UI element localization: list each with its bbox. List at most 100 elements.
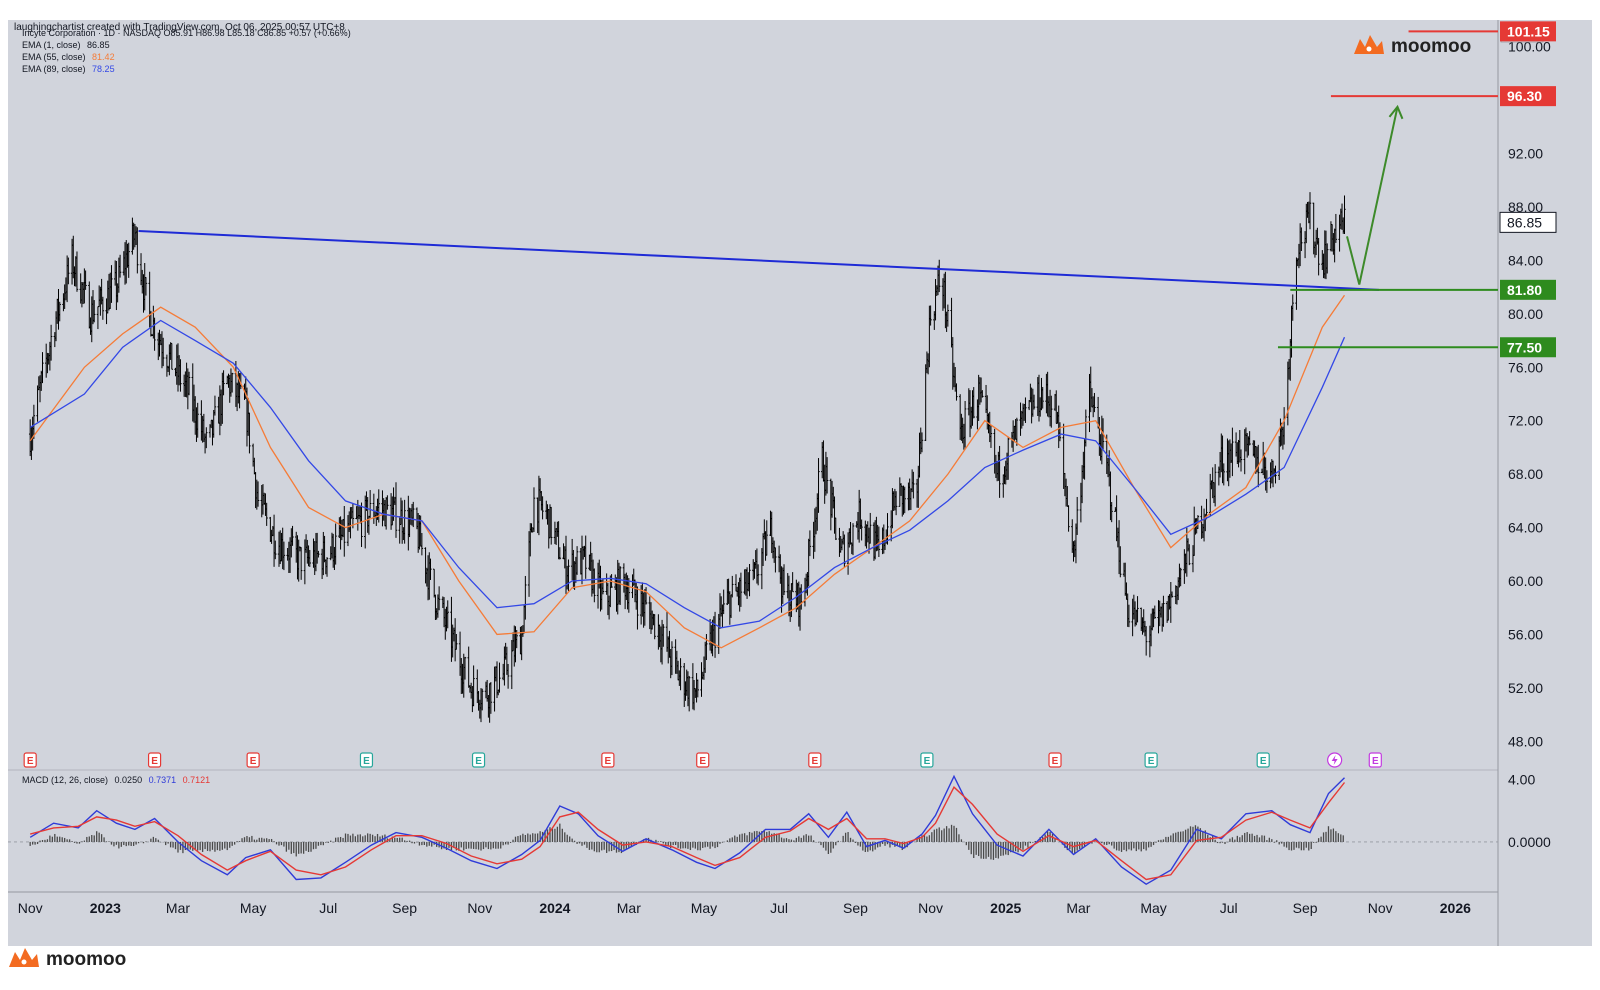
legend-ema55-value: 81.42 — [92, 52, 115, 62]
projection-arrow[interactable] — [1346, 106, 1399, 285]
earnings-marker-letter: E — [1148, 756, 1155, 767]
price-tick-label: 68.00 — [1508, 466, 1543, 482]
legend-ema89: EMA (89, close) 78.25 — [22, 64, 115, 74]
time-tick-label: Nov — [918, 900, 943, 916]
level-tag-77-50 — [1500, 337, 1556, 358]
time-tick-label: Mar — [166, 900, 190, 916]
level-tag-96-30 — [1500, 86, 1556, 107]
time-tick-label: 2026 — [1440, 900, 1471, 916]
legend-ema1-label: EMA (1, close) — [22, 40, 81, 50]
time-tick-label: Mar — [617, 900, 641, 916]
earnings-marker-letter: E — [151, 756, 158, 767]
price-tick-label: 56.00 — [1508, 626, 1543, 642]
legend-ema55: EMA (55, close) 81.42 — [22, 52, 115, 62]
time-tick-label: 2024 — [539, 900, 570, 916]
time-tick-label: Mar — [1066, 900, 1090, 916]
legend-macd-line: 0.7371 — [148, 775, 177, 785]
plot-background — [8, 20, 1592, 946]
level-tag-101-15 — [1500, 21, 1556, 42]
last-price-tag — [1499, 211, 1557, 233]
macd-signal-line — [30, 782, 1346, 881]
chart-frame: 48.00 52.00 56.00 60.00 64.00 68.00 72.00 76.00… — [8, 20, 1592, 946]
price-tick-label: 92.00 — [1508, 146, 1543, 162]
legend-ema55-label: EMA (55, close) — [22, 52, 86, 62]
price-tick-label: 60.00 — [1508, 573, 1543, 589]
level-tag-label: 96.30 — [1507, 88, 1542, 104]
moomoo-logo-icon — [8, 946, 40, 974]
legend-ema1-value: 86.85 — [87, 40, 110, 50]
earnings-marker-letter: E — [811, 756, 818, 767]
earnings-marker-letter: E — [1052, 756, 1059, 767]
legend-macd-label: MACD (12, 26, close) — [22, 775, 109, 785]
legend-ema89-value: 78.25 — [92, 64, 115, 74]
time-tick-label: Nov — [467, 900, 492, 916]
macd-tick-label: 0.0000 — [1508, 834, 1551, 850]
price-tick-label: 76.00 — [1508, 359, 1543, 375]
earnings-marker-icon[interactable] — [471, 752, 486, 768]
legend-macd: MACD (12, 26, close) 0.0250 0.7371 0.712… — [22, 775, 210, 785]
legend-ohlc: Incyte Corporation · 1D · NASDAQ O85.91 … — [22, 28, 351, 38]
price-tick-label: 64.00 — [1508, 520, 1543, 536]
earnings-marker-letter: E — [924, 756, 931, 767]
time-tick-label: Sep — [392, 900, 417, 916]
level-tag-label: 77.50 — [1507, 339, 1542, 355]
macd-tick-label: 4.00 — [1508, 771, 1535, 787]
earnings-marker-icon[interactable] — [696, 752, 710, 768]
time-tick-label: May — [240, 900, 266, 916]
brand-top-text: moomoo — [1391, 36, 1472, 57]
ema89-line — [29, 319, 1346, 629]
time-tick-label: Nov — [1368, 900, 1393, 916]
level-tag-81-80 — [1500, 279, 1556, 300]
earnings-marker-letter: E — [250, 756, 257, 767]
earnings-marker-letter: E — [363, 756, 370, 767]
price-tick-label: 100.00 — [1508, 39, 1551, 55]
earnings-marker-letter: E — [605, 756, 612, 767]
time-tick-label: Sep — [1293, 900, 1318, 916]
earnings-marker-icon[interactable] — [1368, 752, 1382, 768]
legend-ema89-label: EMA (89, close) — [22, 64, 86, 74]
price-chart[interactable]: 48.00 52.00 56.00 60.00 64.00 68.00 72.00 76.00… — [8, 20, 1592, 946]
earnings-marker-icon[interactable] — [1048, 752, 1062, 768]
time-tick-label: Jul — [319, 900, 337, 916]
moomoo-logo-icon — [1353, 33, 1385, 61]
time-tick-label: May — [1140, 900, 1166, 916]
price-tick-label: 88.00 — [1508, 199, 1543, 215]
earnings-marker-icon[interactable] — [1144, 752, 1158, 768]
price-tick-label: 52.00 — [1508, 680, 1543, 696]
level-tag-label: 101.15 — [1507, 23, 1550, 39]
earnings-marker-letter: E — [1260, 756, 1267, 767]
earnings-marker-icon[interactable] — [808, 752, 822, 768]
resistance-trendline[interactable] — [138, 230, 1380, 291]
earnings-marker-icon[interactable] — [1256, 752, 1270, 768]
earnings-marker-icon[interactable] — [246, 752, 260, 768]
time-tick-label: 2023 — [90, 900, 121, 916]
macd-line — [29, 774, 1345, 886]
time-tick-label: Jul — [770, 900, 788, 916]
earnings-marker-icon[interactable] — [920, 752, 934, 768]
price-tick-label: 84.00 — [1508, 252, 1543, 268]
earnings-marker-letter: E — [699, 756, 706, 767]
price-tick-label: 80.00 — [1508, 306, 1543, 322]
brand-top: moomoo — [1353, 33, 1471, 61]
brand-bottom-text: moomoo — [46, 949, 127, 970]
legend-ema1: EMA (1, close) 86.85 — [22, 40, 110, 50]
price-tick-label: 48.00 — [1508, 733, 1543, 749]
time-tick-label: May — [691, 900, 717, 916]
last-price-label: 86.85 — [1507, 214, 1542, 230]
bolt-icon — [1331, 755, 1338, 765]
earnings-marker-icon[interactable] — [23, 752, 37, 768]
earnings-marker-icon[interactable] — [359, 752, 374, 768]
time-tick-label: Nov — [18, 900, 43, 916]
level-tag-label: 81.80 — [1507, 282, 1542, 298]
earnings-marker-icon[interactable] — [601, 752, 615, 768]
credit-line: laughingchartist created with TradingVie… — [14, 22, 345, 33]
time-tick-label: Jul — [1220, 900, 1238, 916]
legend-macd-hist: 0.0250 — [114, 775, 143, 785]
time-tick-label: 2025 — [990, 900, 1021, 916]
earnings-marker-letter: E — [1372, 756, 1379, 767]
brand-bottom: moomoo — [8, 946, 126, 974]
legend-macd-signal: 0.7121 — [182, 775, 211, 785]
earnings-marker-letter: E — [27, 756, 34, 767]
earnings-marker-icon[interactable] — [147, 752, 162, 768]
price-tick-label: 72.00 — [1508, 413, 1543, 429]
